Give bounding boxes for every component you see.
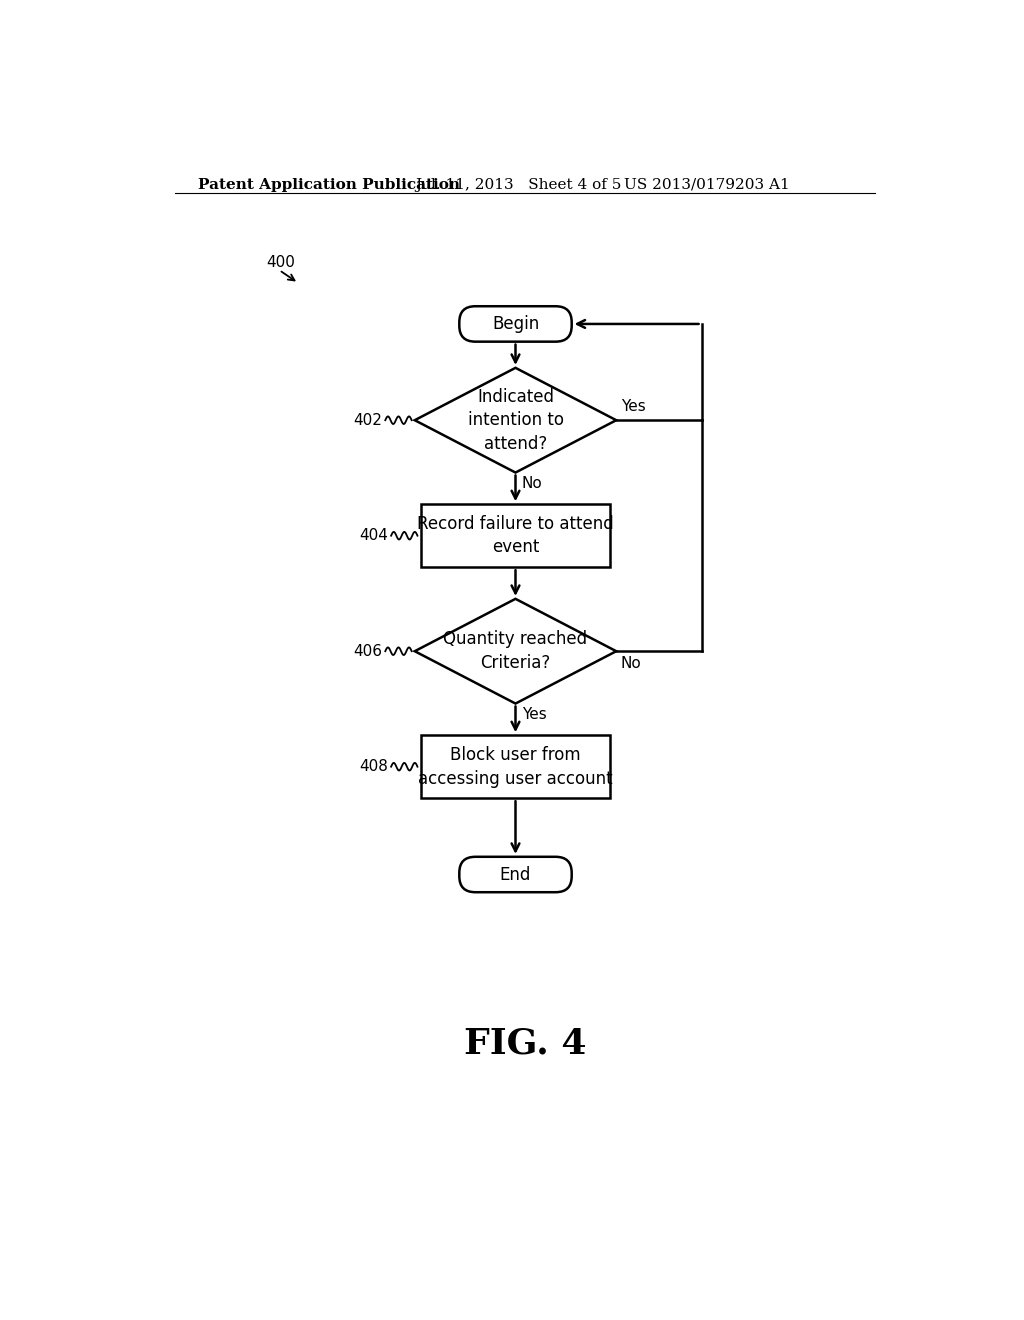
FancyBboxPatch shape — [460, 857, 571, 892]
Text: Quantity reached
Criteria?: Quantity reached Criteria? — [443, 631, 588, 672]
Text: Record failure to attend
event: Record failure to attend event — [417, 515, 613, 557]
Text: End: End — [500, 866, 531, 883]
Text: 406: 406 — [353, 644, 382, 659]
Polygon shape — [415, 599, 616, 704]
Bar — [421, 735, 610, 799]
Text: 404: 404 — [359, 528, 388, 544]
Text: Jul. 11, 2013   Sheet 4 of 5: Jul. 11, 2013 Sheet 4 of 5 — [415, 178, 622, 191]
Text: Block user from
accessing user account: Block user from accessing user account — [418, 746, 612, 788]
Text: Yes: Yes — [521, 706, 547, 722]
Text: No: No — [621, 656, 642, 671]
Polygon shape — [415, 368, 616, 473]
Text: Indicated
intention to
attend?: Indicated intention to attend? — [468, 388, 563, 453]
Text: US 2013/0179203 A1: US 2013/0179203 A1 — [624, 178, 790, 191]
Text: 402: 402 — [353, 413, 382, 428]
Text: Patent Application Publication: Patent Application Publication — [198, 178, 460, 191]
Text: Begin: Begin — [492, 315, 539, 333]
Text: Yes: Yes — [621, 399, 646, 414]
Text: FIG. 4: FIG. 4 — [464, 1027, 586, 1061]
FancyBboxPatch shape — [460, 306, 571, 342]
Bar — [421, 504, 610, 568]
Text: 408: 408 — [359, 759, 388, 775]
Text: 400: 400 — [266, 255, 295, 271]
Text: No: No — [521, 475, 543, 491]
